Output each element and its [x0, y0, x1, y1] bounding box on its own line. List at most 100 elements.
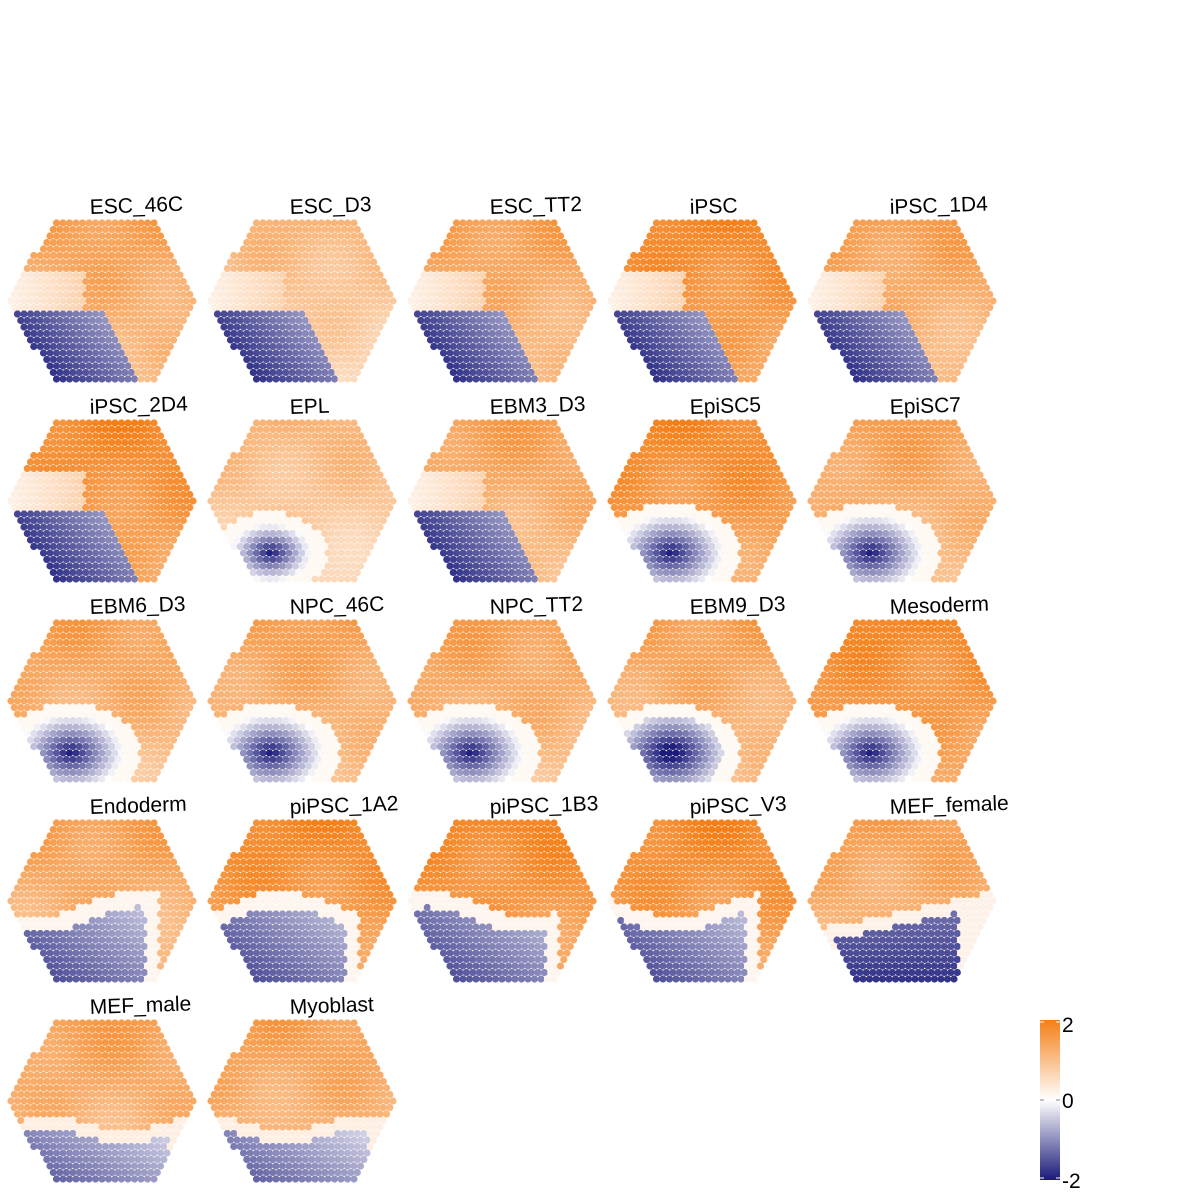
- som-node: [950, 245, 958, 253]
- som-node: [747, 529, 755, 538]
- som-node: [527, 477, 535, 486]
- som-node: [740, 303, 748, 312]
- som-node: [662, 316, 670, 325]
- som-node: [452, 536, 461, 544]
- som-node: [517, 375, 526, 383]
- som-node: [78, 349, 87, 357]
- som-node: [472, 310, 480, 318]
- som-node: [534, 316, 542, 325]
- som-node: [43, 277, 51, 286]
- som-node: [740, 542, 748, 551]
- som-node: [153, 368, 161, 377]
- som-node: [730, 336, 739, 344]
- som-node: [46, 362, 54, 370]
- som-node: [537, 219, 545, 227]
- som-node: [252, 336, 261, 344]
- som-node: [160, 477, 168, 486]
- som-node: [30, 451, 38, 460]
- som-node: [724, 284, 732, 292]
- som-node: [340, 329, 348, 338]
- som-node: [252, 310, 261, 318]
- som-node: [669, 503, 677, 512]
- som-node: [927, 264, 935, 273]
- som-node: [39, 445, 48, 453]
- som-node: [475, 568, 483, 577]
- hex-cells: [407, 419, 597, 583]
- som-node: [143, 484, 152, 492]
- som-node: [826, 310, 835, 318]
- som-node: [498, 523, 506, 531]
- som-node: [91, 349, 100, 357]
- som-node: [776, 323, 784, 331]
- som-node: [321, 368, 329, 377]
- som-node: [769, 497, 778, 505]
- som-node: [291, 284, 300, 292]
- som-node: [23, 490, 31, 499]
- som-node: [369, 336, 378, 344]
- som-node: [62, 225, 70, 234]
- som-node: [508, 290, 516, 299]
- som-node: [704, 497, 713, 505]
- som-node: [691, 297, 700, 305]
- som-node: [56, 342, 64, 351]
- som-node: [95, 342, 103, 351]
- som-node: [330, 310, 339, 318]
- som-node: [169, 458, 178, 466]
- som-node: [630, 290, 638, 299]
- som-node: [321, 555, 329, 564]
- som-node: [521, 438, 529, 447]
- som-node: [763, 349, 771, 357]
- som-node: [82, 490, 90, 499]
- som-node: [363, 549, 371, 557]
- som-node: [249, 342, 257, 351]
- som-node: [665, 310, 674, 318]
- som-node: [127, 225, 135, 234]
- som-node: [91, 510, 100, 518]
- som-node: [439, 271, 448, 279]
- som-node: [220, 310, 228, 318]
- som-node: [766, 316, 774, 325]
- som-node: [33, 336, 41, 344]
- som-node: [265, 536, 274, 544]
- som-node: [350, 419, 358, 427]
- som-node: [669, 264, 677, 273]
- som-node: [285, 575, 293, 583]
- som-node: [169, 284, 178, 292]
- som-node: [524, 375, 532, 383]
- som-node: [291, 497, 300, 505]
- som-node: [553, 542, 561, 551]
- som-node: [643, 355, 651, 364]
- som-node: [65, 523, 74, 531]
- som-node: [246, 432, 254, 440]
- som-node: [369, 523, 378, 531]
- som-node: [491, 336, 500, 344]
- som-node: [426, 471, 435, 479]
- som-node: [269, 368, 277, 377]
- som-node: [659, 523, 667, 531]
- som-node: [717, 375, 726, 383]
- som-node: [449, 303, 457, 312]
- som-node: [347, 329, 355, 338]
- som-node: [537, 523, 545, 531]
- som-node: [20, 284, 28, 292]
- som-node: [820, 310, 828, 318]
- som-node: [308, 355, 316, 364]
- som-node: [433, 310, 441, 318]
- som-node: [304, 336, 313, 344]
- som-node: [176, 510, 184, 518]
- panel-esc-tt2: ESC_TT2: [407, 193, 597, 383]
- som-node: [527, 368, 535, 377]
- som-node: [826, 297, 835, 305]
- som-node: [127, 464, 135, 473]
- som-node: [223, 264, 231, 273]
- som-node: [308, 368, 316, 377]
- som-node: [643, 342, 651, 351]
- som-node: [360, 542, 368, 551]
- som-node: [943, 219, 952, 227]
- som-node: [130, 297, 139, 305]
- som-node: [43, 490, 51, 499]
- som-node: [452, 484, 461, 492]
- som-node: [872, 375, 880, 383]
- som-node: [743, 310, 752, 318]
- som-node: [443, 438, 451, 447]
